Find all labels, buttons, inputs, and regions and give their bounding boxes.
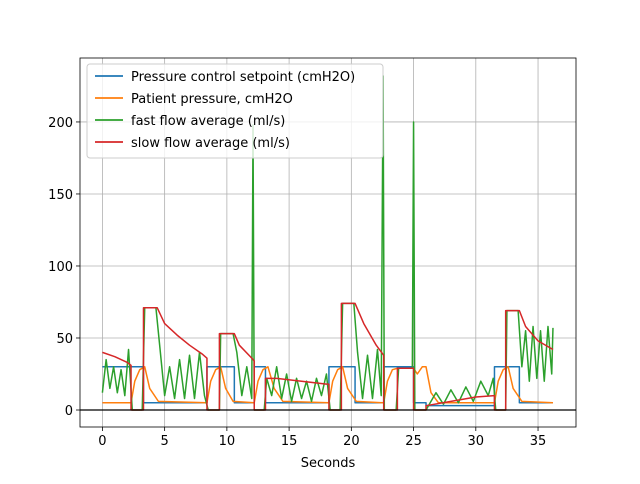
y-tick-label: 100 xyxy=(48,260,73,275)
y-tick-label: 200 xyxy=(48,116,73,131)
legend-box xyxy=(86,63,384,159)
x-tick-label: 5 xyxy=(160,434,168,449)
x-tick-label: 20 xyxy=(343,434,360,449)
ticks: 0 5 10 15 20 25 30 35 0 50 100 150 200 xyxy=(48,116,546,449)
x-axis-label: Seconds xyxy=(301,456,356,471)
y-tick-label: 50 xyxy=(56,332,73,347)
x-tick-label: 15 xyxy=(281,434,298,449)
legend-label: Pressure control setpoint (cmH2O) xyxy=(131,70,355,85)
legend-label: fast flow average (ml/s) xyxy=(131,114,285,129)
legend-label: Patient pressure, cmH2O xyxy=(131,92,293,107)
y-tick-label: 0 xyxy=(65,404,73,419)
series-line xyxy=(101,75,554,411)
series-line xyxy=(102,366,554,404)
x-tick-label: 0 xyxy=(98,434,106,449)
y-tick-label: 150 xyxy=(48,188,73,203)
x-tick-label: 25 xyxy=(405,434,422,449)
x-tick-label: 10 xyxy=(219,434,236,449)
series-line xyxy=(102,302,554,411)
x-tick-label: 30 xyxy=(468,434,485,449)
legend: Pressure control setpoint (cmH2O) Patient… xyxy=(86,63,384,159)
legend-label: slow flow average (ml/s) xyxy=(131,136,290,151)
axes-frame xyxy=(79,57,577,428)
plot-area xyxy=(80,75,576,411)
x-tick-label: 35 xyxy=(530,434,547,449)
